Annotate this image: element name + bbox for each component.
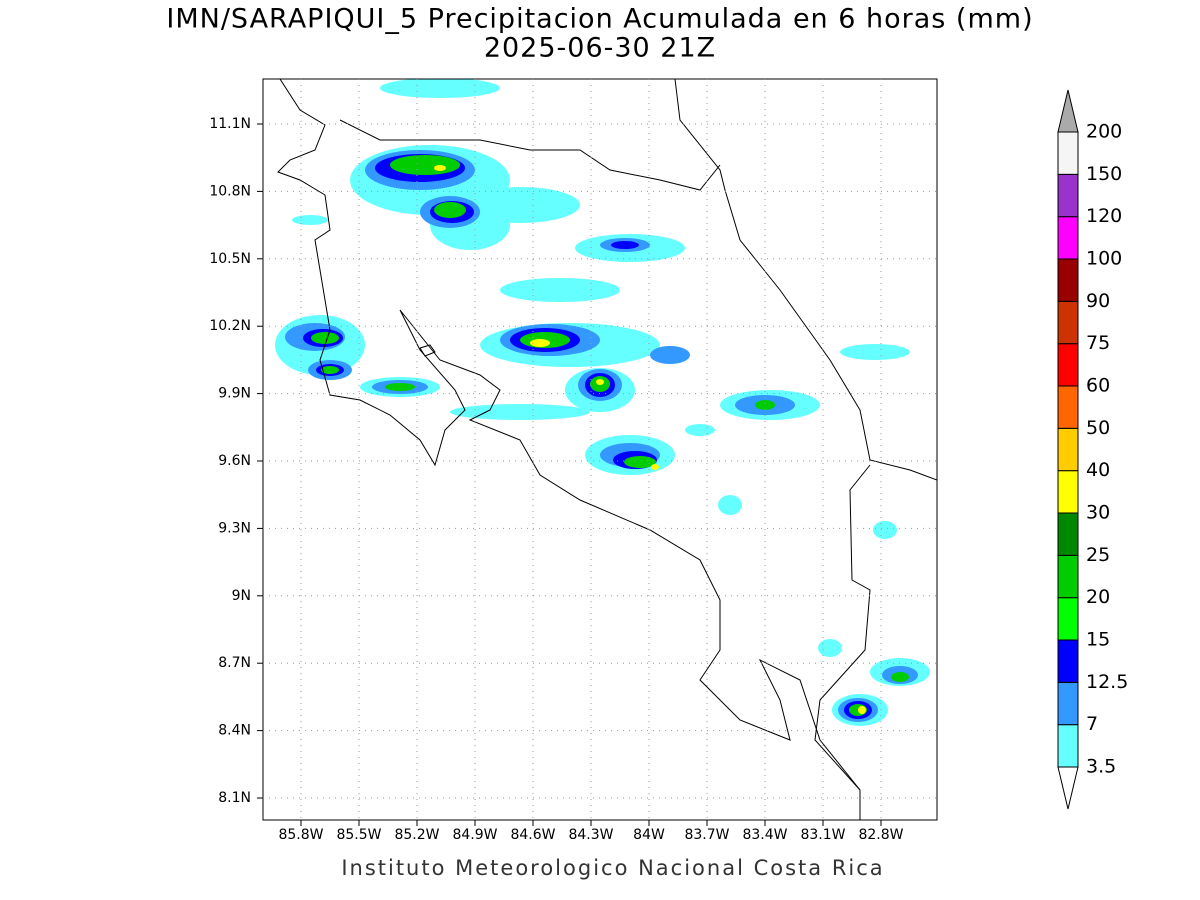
colorbar-segment — [1057, 343, 1079, 387]
colorbar-segment — [1057, 385, 1079, 429]
subtitle: 2025-06-30 21Z — [484, 33, 716, 64]
lon-label: 84W — [633, 827, 665, 843]
lon-label: 84.3W — [568, 827, 613, 843]
colorbar-segment — [1057, 639, 1079, 683]
lat-label: 8.4N — [218, 723, 251, 739]
lat-label: 9.6N — [218, 453, 251, 469]
colorbar-label: 75 — [1086, 332, 1110, 354]
colorbar-segment — [1057, 554, 1079, 599]
colorbar-label: 25 — [1086, 544, 1110, 566]
colorbar-over — [1057, 89, 1079, 133]
lat-label: 8.1N — [218, 790, 251, 806]
lon-label: 83.4W — [742, 827, 787, 843]
lon-label: 85.2W — [394, 827, 439, 843]
colorbar-segment — [1057, 724, 1079, 768]
lon-label: 82.8W — [858, 827, 903, 843]
colorbar-label: 200 — [1086, 121, 1122, 143]
colorbar-label: 50 — [1086, 417, 1110, 439]
colorbar-segment — [1057, 597, 1079, 641]
colorbar-segment — [1057, 427, 1079, 472]
lat-label: 9.9N — [218, 386, 251, 402]
lat-label: 9N — [232, 588, 251, 604]
colorbar-label: 150 — [1086, 163, 1122, 185]
footer: Instituto Meteorologico Nacional Costa R… — [341, 856, 884, 880]
colorbar-segment — [1057, 258, 1079, 302]
colorbar-label: 3.5 — [1086, 756, 1116, 778]
lat-label: 11.1N — [209, 116, 251, 132]
lon-label: 85.8W — [278, 827, 323, 843]
colorbar-label: 90 — [1086, 290, 1110, 312]
colorbar-under — [1057, 766, 1079, 810]
coastlines — [277, 79, 937, 820]
lon-label: 84.9W — [452, 827, 497, 843]
lat-label: 10.8N — [209, 183, 251, 199]
colorbar-label: 100 — [1086, 248, 1122, 270]
colorbar-label: 20 — [1086, 586, 1110, 608]
colorbar-segment — [1057, 216, 1079, 260]
colorbar-label: 12.5 — [1086, 671, 1128, 693]
precip-field — [275, 79, 930, 726]
colorbar-label: 40 — [1086, 459, 1110, 481]
colorbar-label: 120 — [1086, 205, 1122, 227]
colorbar-segment — [1057, 470, 1079, 514]
colorbar-segment — [1057, 131, 1079, 175]
lat-label: 8.7N — [218, 655, 251, 671]
colorbar-label: 15 — [1086, 629, 1110, 651]
colorbar-segment — [1057, 173, 1079, 218]
colorbar-segment — [1057, 681, 1079, 726]
lon-label: 84.6W — [510, 827, 555, 843]
map-frame — [262, 78, 938, 821]
colorbar-label: 30 — [1086, 502, 1110, 524]
lat-label: 9.3N — [218, 520, 251, 536]
colorbar-label: 60 — [1086, 375, 1110, 397]
title: IMN/SARAPIQUI_5 Precipitacion Acumulada … — [166, 4, 1033, 35]
lon-label: 85.5W — [336, 827, 381, 843]
colorbar-segment — [1057, 512, 1079, 556]
colorbar-label: 7 — [1086, 713, 1098, 735]
lon-label: 83.7W — [684, 827, 729, 843]
lat-label: 10.2N — [209, 318, 251, 334]
lon-label: 83.1W — [800, 827, 845, 843]
lat-label: 10.5N — [209, 251, 251, 267]
colorbar-segment — [1057, 300, 1079, 345]
